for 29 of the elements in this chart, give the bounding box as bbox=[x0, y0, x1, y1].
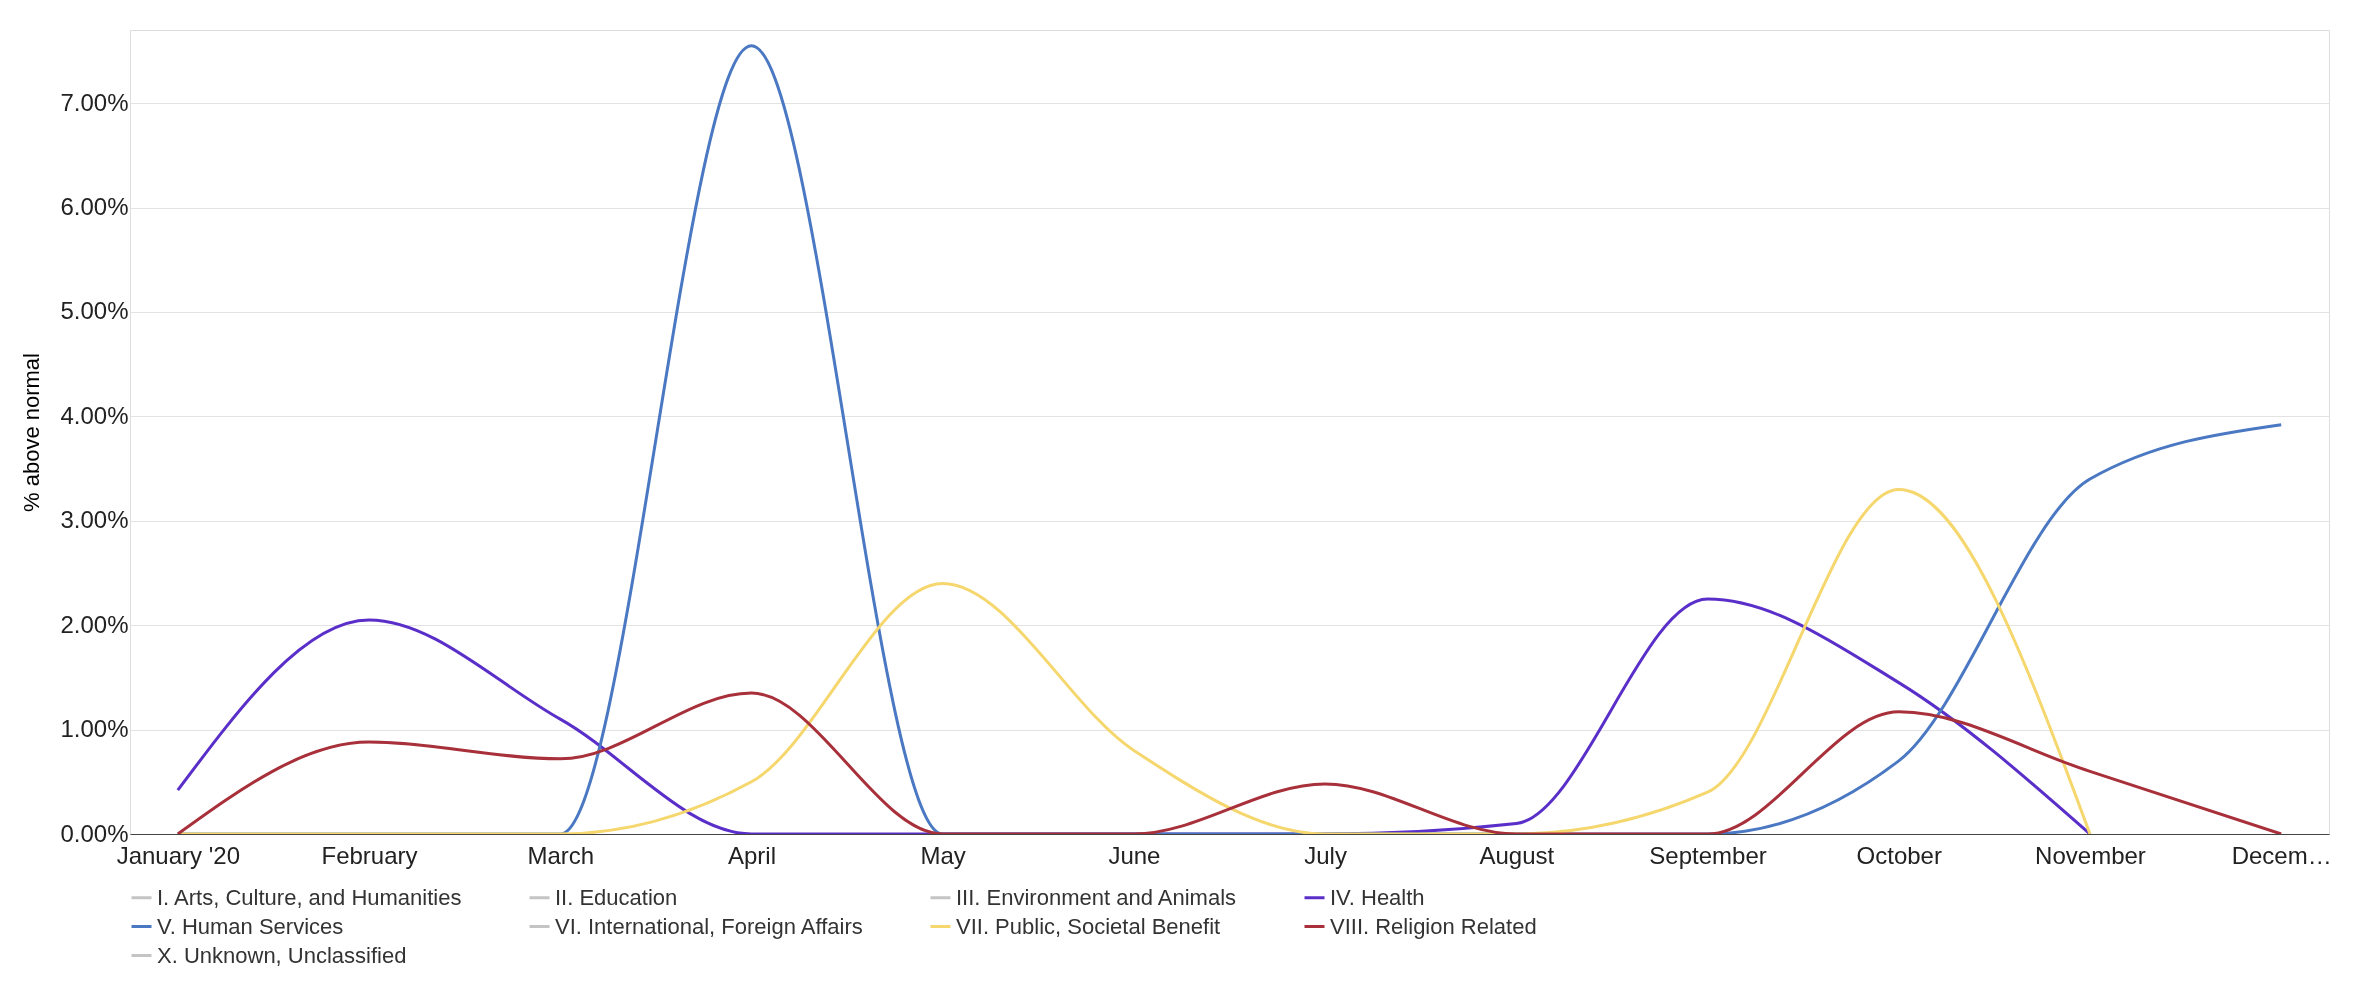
y-tick-label: 6.00% bbox=[60, 193, 129, 221]
y-tick-label: 7.00% bbox=[60, 88, 129, 116]
x-tick-label: September bbox=[1649, 841, 1767, 869]
y-tick-label: 4.00% bbox=[60, 401, 129, 429]
x-tick-label: June bbox=[1108, 841, 1161, 869]
x-tick-label: August bbox=[1479, 841, 1555, 869]
x-tick-label: July bbox=[1304, 841, 1347, 869]
legend-label: X. Unknown, Unclassified bbox=[157, 942, 407, 968]
x-tick-label: February bbox=[321, 841, 418, 869]
x-tick-label: March bbox=[527, 841, 595, 869]
legend-label: III. Environment and Animals bbox=[956, 884, 1237, 910]
y-tick-label: 3.00% bbox=[60, 506, 129, 534]
x-tick-label: Decem… bbox=[2231, 841, 2332, 869]
x-tick-label: April bbox=[727, 841, 776, 869]
y-tick-label: 5.00% bbox=[60, 297, 129, 325]
y-tick-label: 1.00% bbox=[60, 715, 129, 743]
legend-label: VIII. Religion Related bbox=[1330, 913, 1537, 939]
legend-label: V. Human Services bbox=[157, 913, 344, 939]
y-axis-title: % above normal bbox=[19, 353, 45, 512]
x-tick-label: October bbox=[1856, 841, 1942, 869]
legend-label: VII. Public, Societal Benefit bbox=[956, 913, 1221, 939]
line-series bbox=[176, 691, 2283, 834]
x-tick-label: May bbox=[920, 841, 966, 869]
y-tick-label: 2.00% bbox=[60, 610, 129, 638]
x-tick-label: November bbox=[2035, 841, 2146, 869]
legend-label: VI. International, Foreign Affairs bbox=[555, 913, 863, 939]
legend-label: IV. Health bbox=[1330, 884, 1425, 910]
legend-label: I. Arts, Culture, and Humanities bbox=[157, 884, 462, 910]
legend-label: II. Education bbox=[555, 884, 678, 910]
